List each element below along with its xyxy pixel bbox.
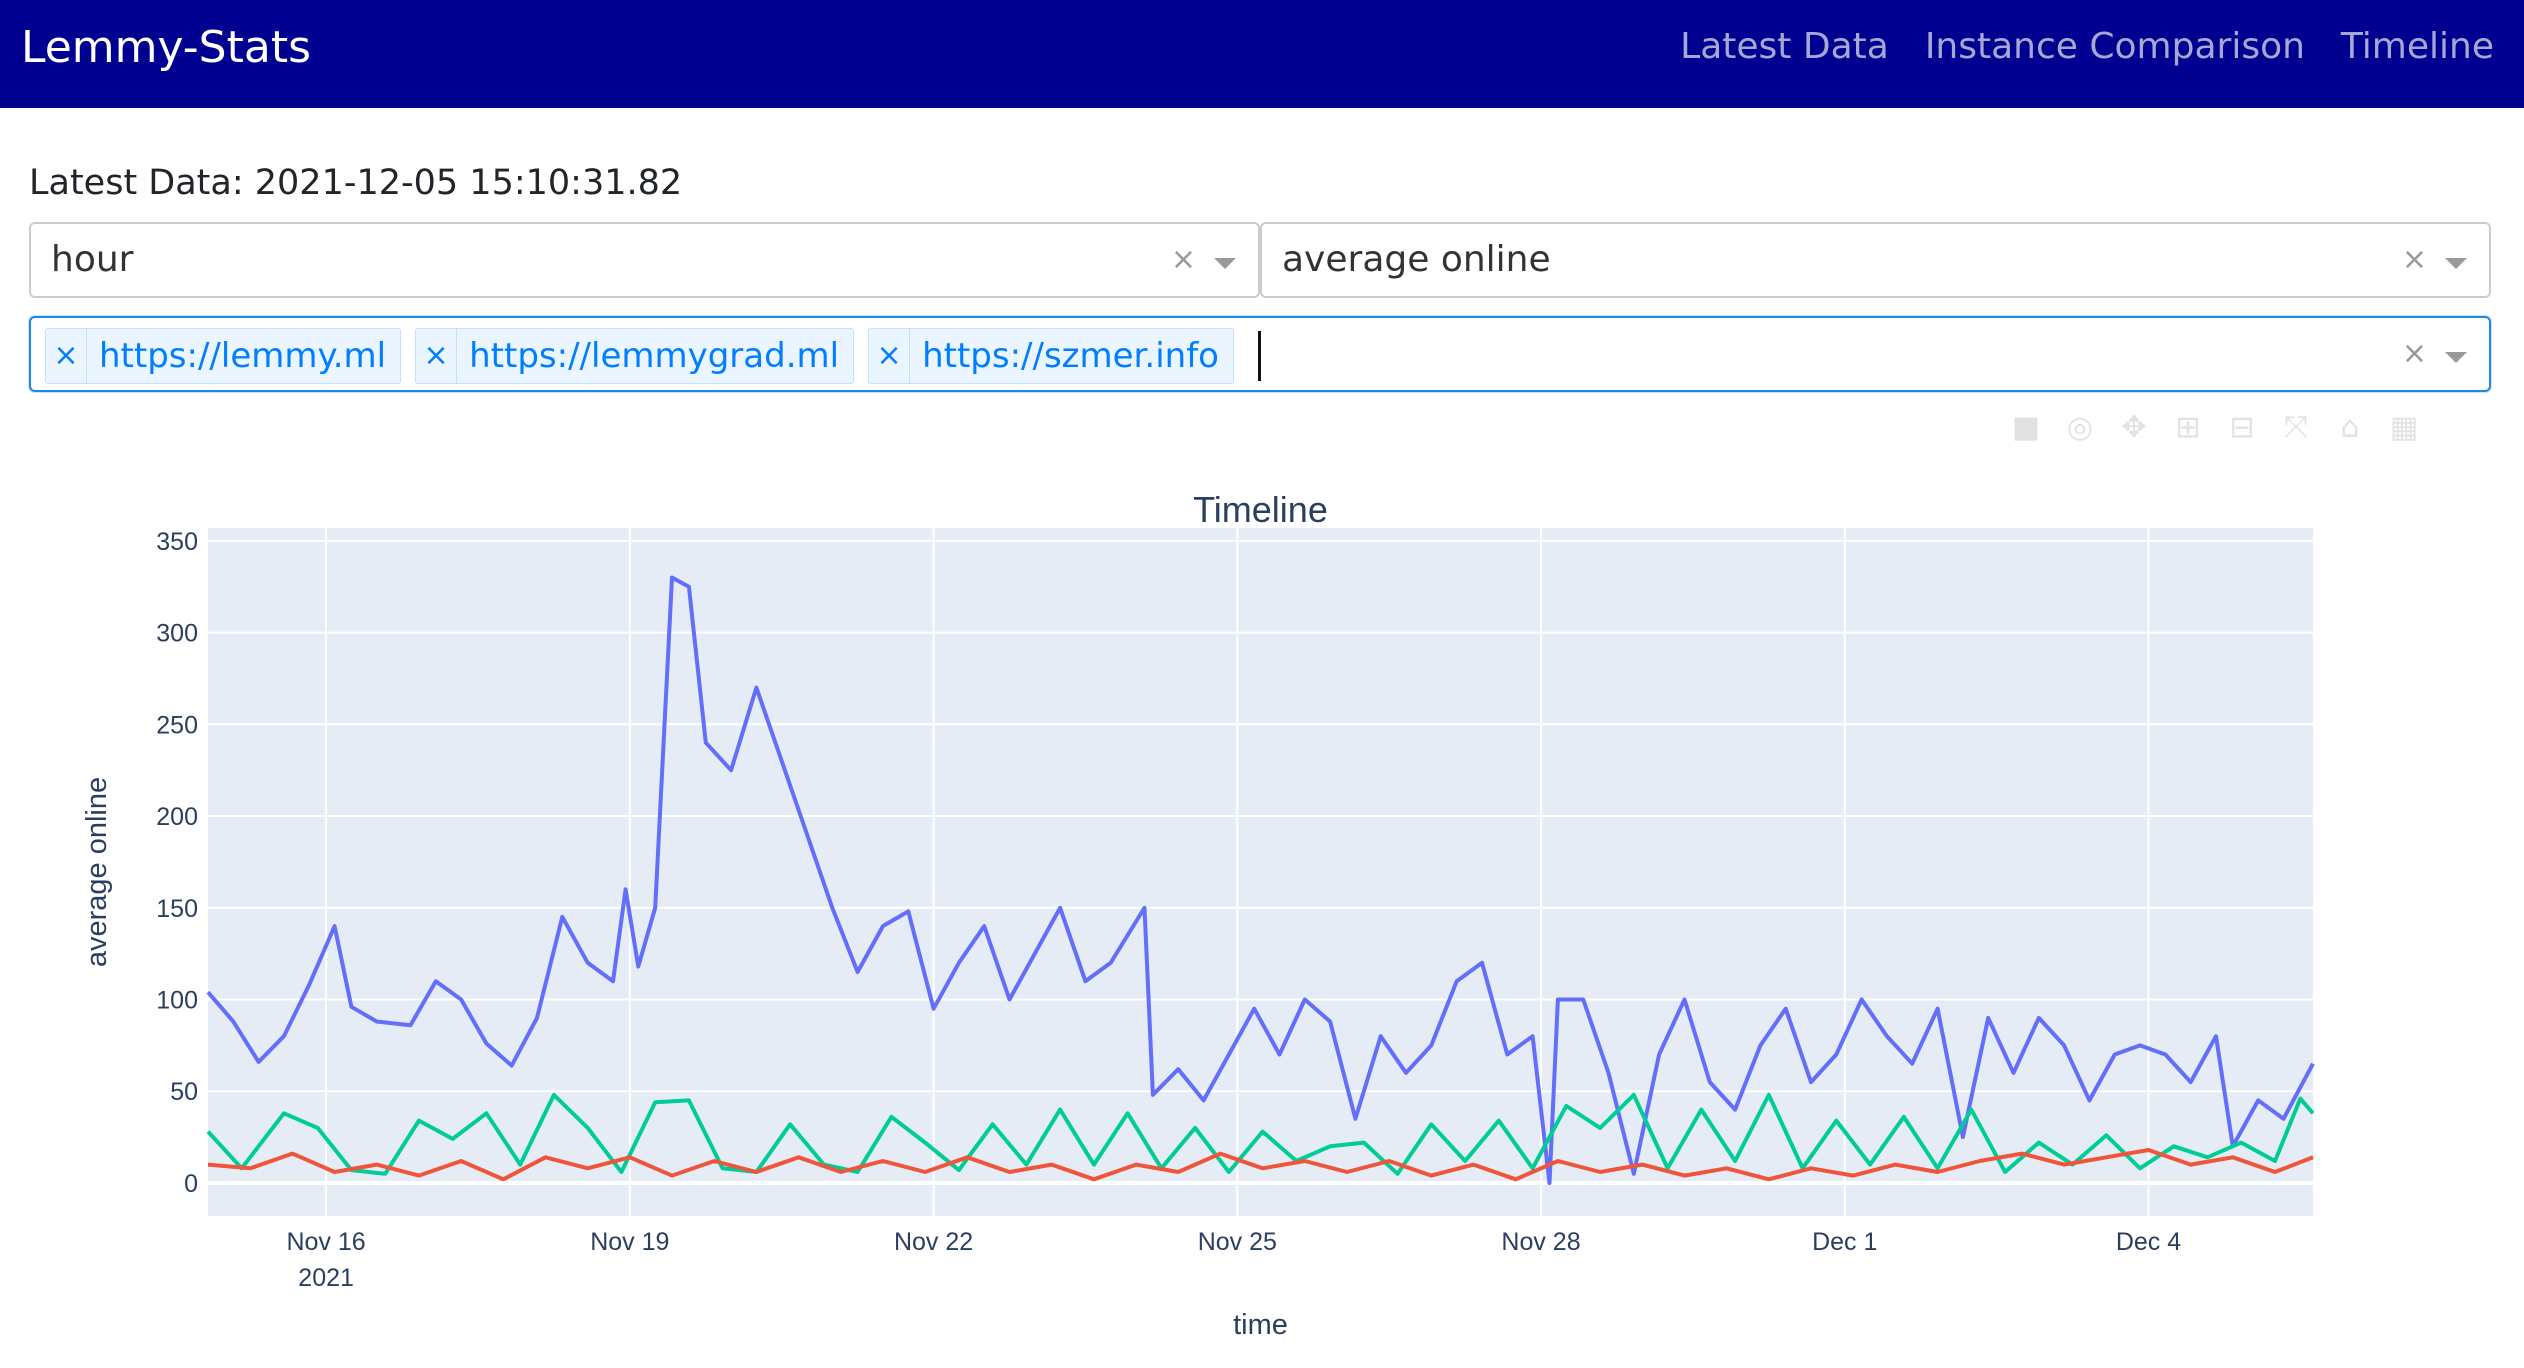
remove-chip-icon[interactable]: ×	[416, 329, 458, 383]
instance-chips: × https://lemmy.ml × https://lemmygrad.m…	[45, 328, 1261, 384]
nav-latest-data[interactable]: Latest Data	[1680, 26, 1889, 67]
x-tick-label: Nov 19	[590, 1228, 669, 1256]
y-tick-label: 100	[156, 987, 198, 1015]
remove-chip-icon[interactable]: ×	[46, 329, 87, 383]
metric-select-value: average online	[1282, 239, 1551, 280]
zoom-out-icon[interactable]: ⊟	[2229, 410, 2255, 445]
clear-icon[interactable]: ×	[2401, 242, 2427, 277]
x-tick-label: Dec 4	[2116, 1228, 2181, 1256]
navbar: Lemmy-Stats Latest Data Instance Compari…	[0, 0, 2524, 108]
x-tick-label: Dec 1	[1812, 1228, 1877, 1256]
series-line-1	[206, 1092, 2315, 1176]
latest-data-label: Latest Data: 2021-12-05 15:10:31.82	[29, 163, 683, 203]
zoom-in-icon[interactable]: ⊞	[2175, 410, 2201, 445]
y-tick-label: 300	[156, 620, 198, 648]
y-tick-label: 350	[156, 528, 198, 556]
y-tick-label: 0	[184, 1170, 198, 1198]
nav-timeline[interactable]: Timeline	[2340, 26, 2494, 67]
x-axis-label: time	[1233, 1309, 1288, 1341]
y-tick-label: 150	[156, 895, 198, 923]
x-tick-label: Nov 25	[1198, 1228, 1277, 1256]
text-caret	[1257, 331, 1261, 381]
instance-chip: × https://lemmy.ml	[45, 328, 402, 384]
nav-instance-comparison[interactable]: Instance Comparison	[1924, 26, 2305, 67]
instance-multi-select[interactable]: × https://lemmy.ml × https://lemmygrad.m…	[29, 316, 2491, 392]
y-axis-label: average online	[81, 777, 113, 967]
x-tick-label: Nov 22	[894, 1228, 973, 1256]
series-line-2	[207, 1148, 2314, 1182]
chart-title: Timeline	[1193, 489, 1328, 530]
instance-chip: × https://lemmygrad.ml	[415, 328, 855, 384]
timeline-chart[interactable]: 0 50 100 150 200 250 300 350 Nov 16 Nov 19 Nov 22 N…	[0, 470, 2524, 1368]
camera-icon[interactable]: ■	[2011, 410, 2041, 445]
y-tick-label: 50	[170, 1078, 198, 1106]
x-tick-label: Nov 16	[287, 1228, 366, 1256]
autoscale-icon[interactable]: ⤧	[2284, 410, 2308, 445]
chevron-down-icon[interactable]	[2445, 258, 2467, 269]
metric-select[interactable]: average online ×	[1260, 222, 2491, 298]
plotly-logo-icon[interactable]: ▦	[2389, 410, 2419, 445]
chart-modebar: ■ ◎ ✥ ⊞ ⊟ ⤧ ⌂ ▦	[2010, 412, 2420, 444]
brand-link[interactable]: Lemmy-Stats	[21, 22, 311, 73]
interval-select[interactable]: hour ×	[29, 222, 1260, 298]
remove-chip-icon[interactable]: ×	[869, 329, 911, 383]
home-icon[interactable]: ⌂	[2340, 410, 2360, 445]
instance-chip-label: https://lemmy.ml	[99, 336, 387, 376]
chevron-down-icon[interactable]	[1214, 258, 1236, 269]
pan-icon[interactable]: ✥	[2121, 410, 2147, 445]
clear-icon[interactable]: ×	[1170, 242, 1196, 277]
series-line-0	[206, 575, 2315, 1185]
x-tick-label: Nov 28	[1501, 1228, 1580, 1256]
zoom-icon[interactable]: ◎	[2066, 410, 2094, 445]
instance-chip-label: https://szmer.info	[922, 336, 1219, 376]
y-tick-label: 200	[156, 803, 198, 831]
plot-area	[208, 528, 2313, 1216]
y-tick-label: 250	[156, 711, 198, 739]
chevron-down-icon[interactable]	[2445, 352, 2467, 363]
nav-links: Latest Data Instance Comparison Timeline	[1680, 22, 2494, 72]
instance-chip: × https://szmer.info	[868, 328, 1234, 384]
clear-icon[interactable]: ×	[2401, 336, 2427, 371]
interval-select-value: hour	[51, 239, 134, 280]
instance-chip-label: https://lemmygrad.ml	[469, 336, 840, 376]
x-tick-year-label: 2021	[298, 1264, 354, 1292]
